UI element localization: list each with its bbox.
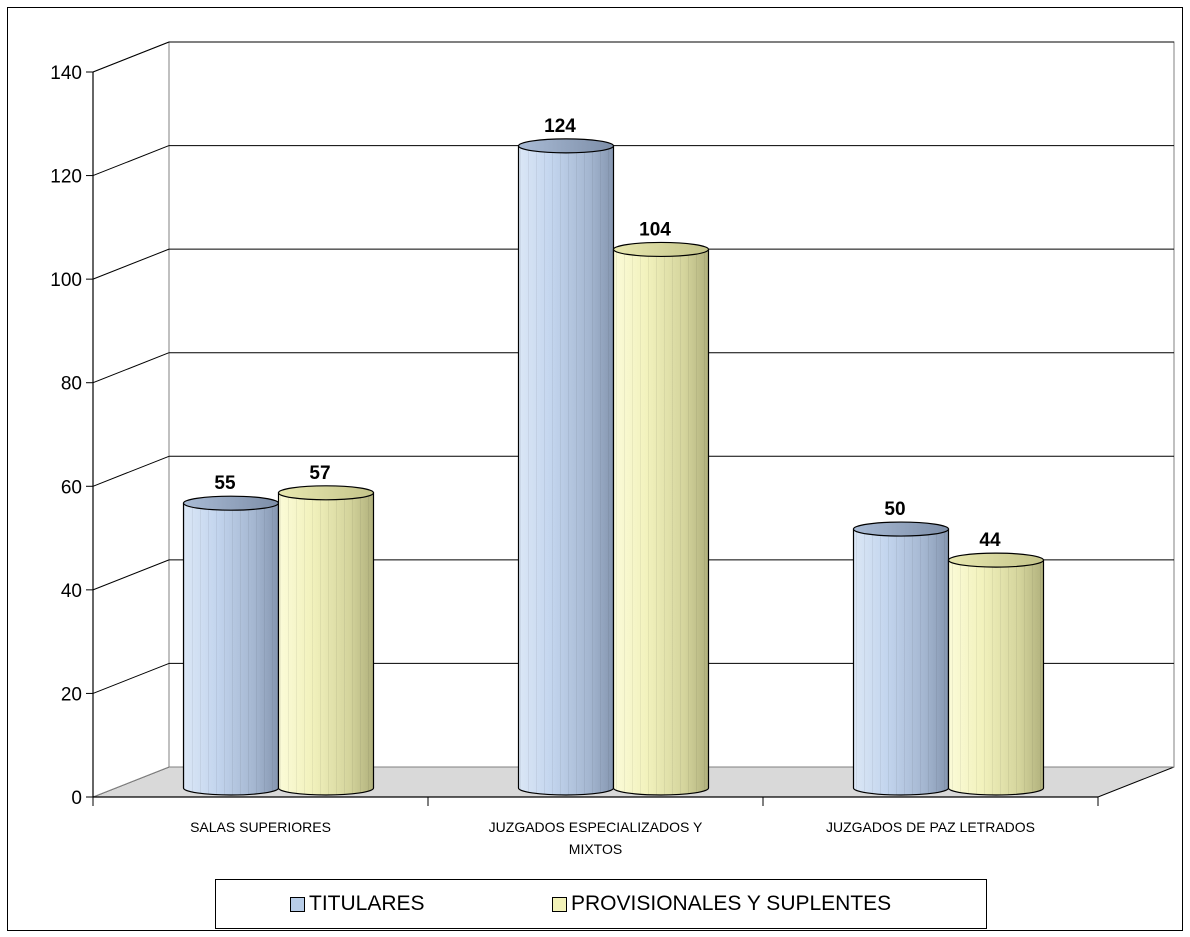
- bar-top: [517, 138, 615, 154]
- bar-top: [182, 495, 280, 511]
- gridline-side: [92, 145, 170, 177]
- bar-texture: [853, 529, 949, 796]
- legend-label-provisionales: PROVISIONALES Y SUPLENTES: [571, 892, 892, 915]
- bar-top: [277, 485, 375, 501]
- legend: TITULARES PROVISIONALES Y SUPLENTES: [215, 879, 987, 929]
- y-tick-label: 140: [50, 63, 82, 84]
- x-category-label: JUZGADOS ESPECIALIZADOS Y: [489, 819, 703, 835]
- gridline-side: [92, 352, 170, 384]
- data-label: 50: [884, 499, 905, 520]
- data-label: 124: [544, 116, 576, 137]
- y-tick-label: 120: [50, 167, 82, 188]
- bar-top: [947, 552, 1045, 568]
- y-tick-label: 0: [71, 788, 82, 809]
- bar-texture: [183, 503, 279, 796]
- bar-texture: [948, 560, 1044, 796]
- bar-chart: 0 20 40 60 80 100 120 140 SALAS SUPERIORES JUZGA…: [50, 41, 1175, 857]
- data-labels: 55 57 124 104 50 44: [214, 116, 1001, 551]
- bar-titulares-2: [517, 138, 615, 796]
- gridline-side: [92, 559, 170, 591]
- plot-side-wall: [92, 41, 170, 798]
- gridline-side: [92, 455, 170, 487]
- bar-texture: [518, 145, 614, 796]
- bar-provisionales-y-suplentes-2: [612, 241, 710, 796]
- data-label: 104: [639, 219, 671, 240]
- bar-top: [612, 241, 710, 258]
- y-tick-label: 100: [50, 270, 82, 291]
- bar-texture: [613, 249, 709, 796]
- gridline-side: [92, 41, 170, 73]
- gridline-side: [92, 248, 170, 280]
- value-axis: 0 20 40 60 80 100 120 140: [50, 63, 94, 809]
- y-tick-label: 60: [61, 477, 82, 498]
- data-label: 57: [309, 463, 330, 484]
- category-axis: SALAS SUPERIORES JUZGADOS ESPECIALIZADOS …: [92, 796, 1099, 857]
- y-tick-label: 80: [61, 374, 82, 395]
- y-tick-label: 40: [61, 581, 82, 602]
- gridline-side: [92, 662, 170, 694]
- bars: [182, 138, 1045, 796]
- legend-swatch-provisionales: [552, 896, 567, 912]
- bar-titulares-1: [182, 495, 280, 796]
- x-category-label: JUZGADOS DE PAZ LETRADOS: [826, 819, 1035, 835]
- data-label: 44: [979, 530, 1001, 551]
- bar-top: [852, 521, 950, 537]
- legend-item-provisionales: PROVISIONALES Y SUPLENTES: [552, 892, 891, 916]
- x-category-label: MIXTOS: [569, 841, 622, 857]
- bar-texture: [278, 492, 374, 796]
- legend-item-titulares: TITULARES: [290, 892, 425, 916]
- legend-label-titulares: TITULARES: [309, 892, 425, 915]
- bar-provisionales-y-suplentes-1: [277, 485, 375, 796]
- data-label: 55: [214, 473, 236, 494]
- x-category-label: SALAS SUPERIORES: [190, 819, 331, 835]
- y-tick-label: 20: [61, 684, 82, 705]
- legend-swatch-titulares: [290, 896, 305, 912]
- bar-titulares-3: [852, 521, 950, 796]
- bar-provisionales-y-suplentes-3: [947, 552, 1045, 796]
